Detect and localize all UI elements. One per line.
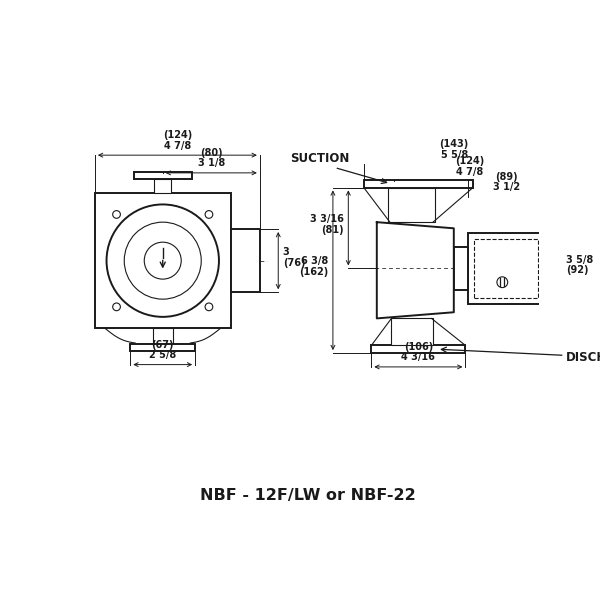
Text: 3 3/16: 3 3/16	[310, 214, 344, 224]
Bar	[154, 179, 171, 193]
Text: (124): (124)	[455, 157, 484, 166]
Circle shape	[107, 205, 219, 317]
Circle shape	[497, 277, 508, 287]
Bar	[230, 229, 260, 292]
Bar	[130, 344, 195, 351]
Text: 5 5/8: 5 5/8	[440, 150, 468, 160]
Circle shape	[113, 303, 121, 311]
Text: (162): (162)	[299, 267, 328, 277]
Bar	[95, 193, 230, 328]
Text: SUCTION: SUCTION	[290, 152, 349, 165]
Text: 4 7/8: 4 7/8	[164, 140, 191, 151]
Bar	[391, 319, 433, 346]
Circle shape	[113, 211, 121, 218]
Text: DISCHARGE: DISCHARGE	[566, 351, 600, 364]
Text: 3 1/2: 3 1/2	[493, 182, 520, 192]
Text: (106): (106)	[404, 342, 433, 352]
Text: 6 3/8: 6 3/8	[301, 256, 328, 266]
Circle shape	[205, 211, 213, 218]
Text: (89): (89)	[495, 172, 517, 182]
Text: 3 5/8: 3 5/8	[566, 254, 593, 265]
Text: (92): (92)	[566, 265, 589, 275]
Circle shape	[205, 303, 213, 311]
Text: (80): (80)	[200, 148, 223, 158]
Bar	[134, 172, 191, 179]
Text: 3 1/8: 3 1/8	[197, 158, 225, 168]
Text: (67): (67)	[151, 340, 174, 350]
Text: 4 3/16: 4 3/16	[401, 352, 436, 362]
Text: NBF - 12F/LW or NBF-22: NBF - 12F/LW or NBF-22	[200, 488, 415, 503]
Bar	[388, 187, 434, 222]
Bar	[371, 346, 466, 353]
Bar	[474, 239, 538, 298]
Text: (81): (81)	[321, 225, 344, 235]
Text: (124): (124)	[163, 130, 192, 140]
Circle shape	[144, 242, 181, 279]
Bar	[153, 328, 173, 344]
Text: 3: 3	[283, 247, 290, 257]
Bar	[364, 180, 473, 187]
Text: 2 5/8: 2 5/8	[149, 350, 176, 360]
Text: (143): (143)	[440, 139, 469, 149]
Bar	[467, 233, 545, 304]
Text: (76): (76)	[283, 257, 305, 268]
Bar	[454, 247, 467, 290]
Text: 4 7/8: 4 7/8	[456, 167, 483, 177]
Circle shape	[124, 222, 201, 299]
